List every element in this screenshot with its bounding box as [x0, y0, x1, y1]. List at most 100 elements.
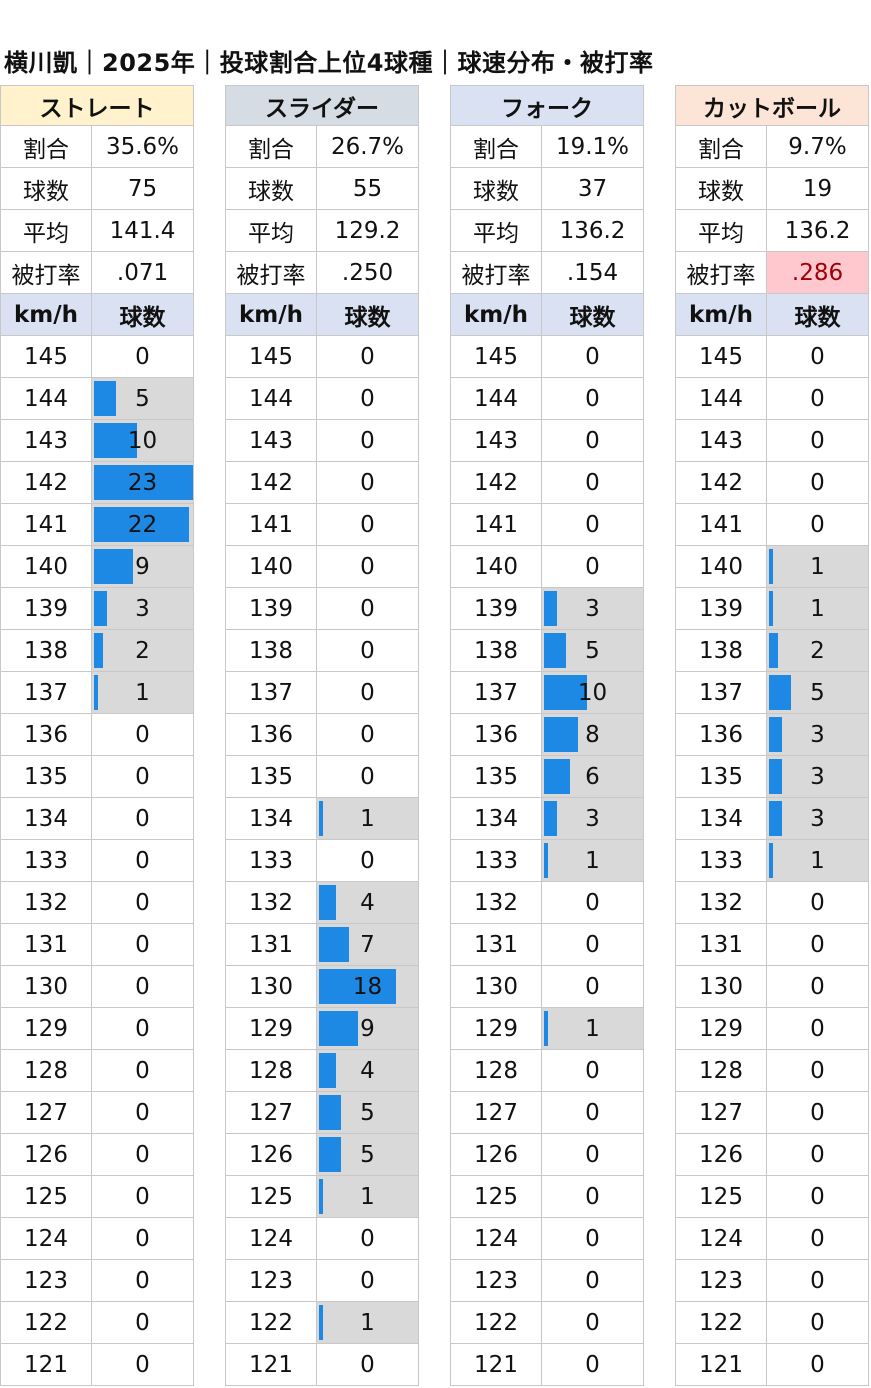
speed-tick-label: 143 [450, 420, 541, 462]
count-cell: 18 [316, 966, 419, 1008]
speed-tick-label: 132 [675, 882, 766, 924]
data-label: 1 [135, 679, 150, 706]
speed-tick-label: 126 [0, 1134, 91, 1176]
count-cell: 5 [541, 630, 644, 672]
data-label: 0 [135, 1351, 150, 1378]
speed-tick-label: 141 [675, 504, 766, 546]
bar-mark [769, 843, 773, 878]
data-label: 23 [127, 469, 158, 496]
speed-tick-label: 128 [225, 1050, 316, 1092]
speed-tick-label: 132 [450, 882, 541, 924]
data-label: 0 [360, 679, 375, 706]
speed-tick-label: 133 [225, 840, 316, 882]
speed-tick-label: 140 [675, 546, 766, 588]
speed-tick-label: 130 [450, 966, 541, 1008]
count-cell: 0 [91, 336, 194, 378]
data-label: 0 [585, 469, 600, 496]
data-label: 0 [135, 721, 150, 748]
data-label: 5 [360, 1099, 375, 1126]
speed-tick-label: 126 [225, 1134, 316, 1176]
stat-value-rate: 26.7% [316, 126, 419, 168]
speed-tick-label: 141 [450, 504, 541, 546]
count-cell: 0 [541, 420, 644, 462]
data-label: 0 [810, 1057, 825, 1084]
speed-tick-label: 129 [450, 1008, 541, 1050]
data-label: 3 [810, 721, 825, 748]
data-label: 0 [585, 1183, 600, 1210]
count-cell: 0 [316, 504, 419, 546]
bar-mark [544, 1011, 548, 1046]
data-label: 0 [135, 805, 150, 832]
stat-label: 球数 [225, 168, 316, 210]
speed-tick-label: 134 [0, 798, 91, 840]
data-label: 5 [135, 385, 150, 412]
count-cell: 0 [91, 1260, 194, 1302]
stat-value-avg-speed: 136.2 [766, 210, 869, 252]
data-label: 5 [585, 637, 600, 664]
speed-tick-label: 130 [0, 966, 91, 1008]
count-cell: 0 [91, 756, 194, 798]
count-cell: 0 [766, 1050, 869, 1092]
speed-tick-label: 122 [675, 1302, 766, 1344]
count-cell: 0 [316, 462, 419, 504]
data-label: 0 [360, 469, 375, 496]
stat-value-count: 19 [766, 168, 869, 210]
count-cell: 0 [541, 1050, 644, 1092]
bar-mark [319, 1095, 341, 1130]
count-cell: 0 [766, 1176, 869, 1218]
count-cell: 0 [541, 966, 644, 1008]
count-cell: 0 [541, 1134, 644, 1176]
stat-label: 球数 [450, 168, 541, 210]
data-label: 0 [585, 1267, 600, 1294]
bar-mark [94, 465, 193, 500]
stat-value-count: 55 [316, 168, 419, 210]
data-label: 1 [810, 553, 825, 580]
count-cell: 0 [91, 1134, 194, 1176]
bar-mark [319, 1137, 341, 1172]
data-label: 0 [135, 1225, 150, 1252]
pitch-type-header: フォーク [450, 85, 644, 126]
count-cell: 0 [316, 714, 419, 756]
speed-tick-label: 127 [0, 1092, 91, 1134]
speed-tick-label: 128 [0, 1050, 91, 1092]
count-cell: 0 [91, 882, 194, 924]
count-cell: 0 [316, 588, 419, 630]
bar-mark [769, 633, 778, 668]
data-label: 0 [135, 973, 150, 1000]
count-cell: 0 [91, 1092, 194, 1134]
data-label: 0 [360, 721, 375, 748]
count-cell: 0 [766, 1134, 869, 1176]
data-label: 0 [810, 931, 825, 958]
stat-value-batting-average: .286 [766, 252, 869, 294]
data-label: 1 [360, 1183, 375, 1210]
bar-mark [769, 675, 791, 710]
count-cell: 0 [91, 1176, 194, 1218]
data-label: 0 [585, 553, 600, 580]
data-label: 5 [810, 679, 825, 706]
speed-tick-label: 137 [225, 672, 316, 714]
count-cell: 0 [766, 378, 869, 420]
count-cell: 0 [91, 966, 194, 1008]
data-label: 0 [810, 385, 825, 412]
bar-mark [94, 507, 189, 542]
count-cell: 0 [766, 966, 869, 1008]
data-label: 0 [585, 1141, 600, 1168]
count-cell: 1 [766, 840, 869, 882]
count-cell: 0 [766, 882, 869, 924]
count-column-header: 球数 [766, 294, 869, 336]
speed-tick-label: 129 [0, 1008, 91, 1050]
speed-tick-label: 121 [0, 1344, 91, 1386]
count-cell: 1 [766, 546, 869, 588]
data-label: 1 [585, 847, 600, 874]
data-label: 3 [585, 595, 600, 622]
count-cell: 0 [316, 378, 419, 420]
speed-tick-label: 145 [225, 336, 316, 378]
count-cell: 0 [316, 756, 419, 798]
speed-tick-label: 123 [450, 1260, 541, 1302]
bar-mark [319, 1305, 323, 1340]
data-label: 9 [360, 1015, 375, 1042]
count-cell: 0 [541, 924, 644, 966]
count-cell: 0 [91, 714, 194, 756]
speed-tick-label: 122 [450, 1302, 541, 1344]
count-cell: 5 [316, 1134, 419, 1176]
